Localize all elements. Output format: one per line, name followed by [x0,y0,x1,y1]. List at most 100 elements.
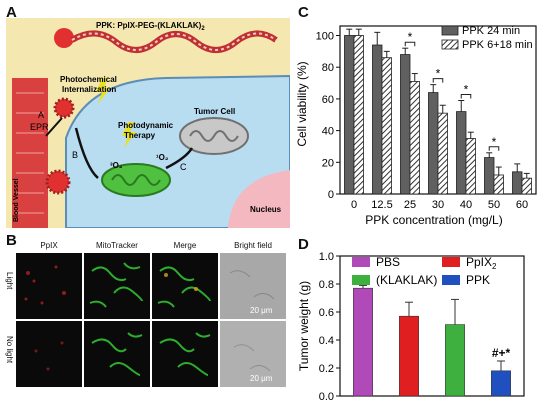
y-tick-label-c: 0 [328,189,334,201]
micrograph-ppix-light [16,253,82,319]
y-tick-label-c: 40 [322,126,334,138]
significance-star: * [408,30,413,44]
legend-label-d: (KLAKLAK) [376,273,437,287]
o2-triplet-label: ³O₂ [110,161,123,170]
pdt-label-1: Photodynamic [118,121,174,130]
vessel-texture [16,92,44,214]
bar-d-1 [399,315,419,397]
column-title-bright-field: Bright field [234,241,272,250]
significance-star: * [464,82,469,96]
y-tick-label-d: 0.6 [319,307,334,319]
bar-c-series1 [381,57,392,195]
y-tick-label-d: 0.0 [319,391,334,403]
y-tick-label-d: 0.8 [319,279,334,291]
significance-star: * [492,135,497,149]
bar-c-series0 [484,157,495,195]
significance-bracket [460,93,472,99]
micrograph-merge-nolight [152,321,218,387]
x-tick-label-c: 12.5 [371,199,392,211]
micrograph-brightfield-light [220,253,286,319]
legend-label-c: PPK 6+18 min [462,39,533,51]
y-tick-label-d: 0.4 [319,335,334,347]
bar-c-series0 [456,111,467,195]
bar-d-0 [353,287,373,397]
panel-c-letter: C [298,4,309,21]
annotation-d: #+* [492,346,511,360]
light-bolt-icon-2 [122,122,136,148]
significance-star: * [436,67,441,81]
bar-d-3 [491,370,511,397]
column-title-mitotracker: MitoTracker [96,241,138,250]
cell-viability-chart: Cell viability (%) PPK concentration (mg… [295,25,537,227]
photochem-label-1: Photochemical [60,75,117,84]
ppk-label: PPK: PpIX-PEG-(KLAKLAK)2 [96,21,205,32]
scale-bar-label-1: 20 μm [250,306,273,315]
pdt-label-2: Therapy [124,131,156,140]
bar-c-series1 [493,174,504,195]
tumor-cell-label: Tumor Cell [194,107,235,116]
bar-c-series0 [344,35,355,195]
mitochondrion-green [101,163,171,197]
y-tick-label-c: 100 [316,31,334,43]
micrograph-ppix-nolight [16,321,82,387]
y-tick-label-c: 80 [322,62,334,74]
legend-label-c: PPK 24 min [462,25,520,37]
y-tick-label-c: 60 [322,94,334,106]
step-b-label: B [72,150,78,160]
bar-c-series0 [400,54,411,195]
epr-label: EPR [30,122,49,132]
bar-c-series0 [428,92,439,195]
bar-c-series1 [353,35,364,195]
light-bolt-icon [96,78,110,104]
row-label-no-light: No light [5,336,14,364]
nanoparticle-1 [53,97,75,119]
bar-c-series1 [521,177,532,195]
mitochondrion-gray [179,117,249,155]
arrow-c [165,147,194,170]
ppk-molecule [54,28,278,53]
legend-label-d: PBS [376,255,400,269]
micrograph-merge-light [152,253,218,319]
micrograph-mitotracker-nolight [84,321,150,387]
y-tick-label-c: 20 [322,157,334,169]
panel-d-letter: D [298,236,309,253]
x-tick-label-c: 25 [404,199,416,211]
micrograph-mitotracker-light [84,253,150,319]
row-label-light: Light [5,272,14,290]
micrograph-brightfield-nolight [220,321,286,387]
legend-swatch-d [442,275,460,285]
legend-label-d: PPK [466,273,490,287]
x-tick-label-c: 60 [516,199,528,211]
nucleus-label: Nucleus [250,205,282,214]
bar-c-series1 [409,81,420,195]
legend-swatch-d [442,257,460,267]
panel-a-letter: A [6,4,17,21]
photochem-label-2: Internalization [62,85,116,94]
x-tick-label-c: 40 [460,199,472,211]
scale-bar-label-2: 20 μm [250,374,273,383]
o2-singlet-label: ¹O₂ [156,153,169,162]
bar-d-2 [445,324,465,397]
arrow-b [74,127,99,179]
x-tick-label-c: 0 [351,199,357,211]
legend-swatch-d [352,257,370,267]
y-axis-label-d: Tumor weight (g) [297,281,311,371]
panel-a-schematic: PPK: PpIX-PEG-(KLAKLAK)2 Photochemical I… [6,18,290,228]
legend-label-d: PpIX2 [466,255,497,271]
bar-c-series0 [372,44,383,195]
tumor-weight-chart: Tumor weight (g) 0.00.20.40.60.81.0 #+* … [297,251,525,403]
significance-bracket [404,41,416,47]
significance-bracket [432,78,444,83]
step-c-label: C [180,162,187,172]
x-tick-label-c: 30 [432,199,444,211]
y-tick-label-d: 1.0 [319,251,334,263]
column-title-merge: Merge [173,241,197,250]
legend-swatch-c [441,39,459,50]
plot-frame-d [339,255,525,397]
bar-c-series1 [465,138,476,195]
column-title-ppix: PpIX [40,241,58,250]
blood-vessel-label: Blood Vessel [13,178,20,222]
legend-swatch-c [441,25,459,36]
y-tick-label-d: 0.2 [319,363,334,375]
arrow-a [45,117,63,137]
